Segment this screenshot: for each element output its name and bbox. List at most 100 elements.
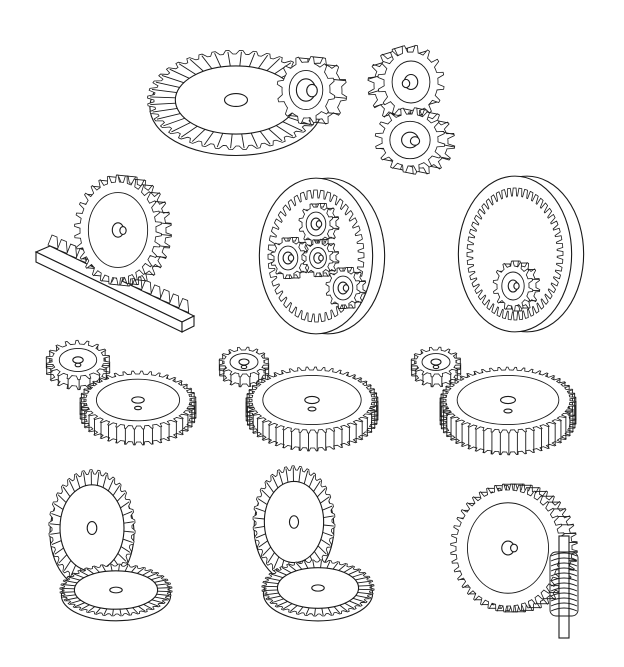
spiral-bevel-upright-tooth-line xyxy=(323,524,334,527)
planet-gear-left xyxy=(270,236,312,280)
spiral-bevel-flat-tooth-line xyxy=(281,567,292,574)
spiral-bevel-flat-tooth-line xyxy=(327,607,332,615)
straight-bevel-flat-tooth-line xyxy=(87,606,96,613)
spiral-bevel-upright xyxy=(252,465,336,583)
straight-bevel-upright-tooth-line xyxy=(102,474,107,488)
bevel-ring-gear-tooth-line xyxy=(241,133,245,149)
helical-pinion-bore xyxy=(240,364,248,370)
straight-bevel-upright-tooth-line xyxy=(116,492,126,502)
bevel-ring-gear-tooth-line xyxy=(161,74,184,84)
planet-gear-left-rim xyxy=(277,245,299,271)
straight-bevel-upright-tooth-line xyxy=(63,560,72,571)
bevel-pinion-gear-rim xyxy=(288,69,324,111)
helical-pinion-rim xyxy=(229,353,259,371)
spiral-bevel-flat-tooth-line xyxy=(263,589,278,592)
rack-pinion-gear-tooth-edge xyxy=(159,245,170,248)
straight-bevel-upright-tooth-line xyxy=(57,494,67,503)
rack-tooth xyxy=(47,234,59,250)
helical-gear-upper-tooth-edge xyxy=(368,90,379,95)
helical-gear-lower-tooth-edge xyxy=(430,165,441,169)
straight-bevel-flat-tooth-line xyxy=(154,579,167,583)
straight-bevel-upright-tooth-line xyxy=(112,485,121,496)
spur-large-gear-hub xyxy=(131,396,145,404)
bevel-ring-gear-tooth-line xyxy=(191,128,206,142)
spiral-bevel-upright-tooth-line xyxy=(255,533,266,539)
straight-bevel-upright-tooth-line xyxy=(107,479,114,492)
worm-thread xyxy=(550,592,578,597)
bevel-ring-gear-tooth-line xyxy=(151,89,177,94)
spiral-bevel-upright-tooth-line xyxy=(322,531,333,537)
straight-bevel-flat-tooth-line xyxy=(74,602,85,608)
helical-gear-lower-tooth-edge xyxy=(404,171,415,175)
straight-bevel-flat-tooth-line xyxy=(150,576,163,581)
helical-gear-upper-bore xyxy=(401,78,411,89)
worm-wheel xyxy=(450,483,578,613)
helical-gear-lower-tooth-edge xyxy=(439,156,450,160)
worm-thread xyxy=(550,597,578,602)
rack-pinion-gear-bore xyxy=(119,225,127,236)
spiral-bevel-upright-tooth-line xyxy=(254,517,265,520)
straight-bevel-flat-tooth-line xyxy=(80,604,90,610)
worm-thread xyxy=(550,572,578,577)
worm-shaft xyxy=(558,535,570,639)
worm-wheel-rim xyxy=(466,502,550,594)
spiral-bevel-flat-tooth-line xyxy=(321,608,324,616)
spiral-bevel-flat-tooth-line xyxy=(276,600,288,607)
herringbone-large-gear-hub xyxy=(500,395,516,405)
bevel-ring-gear-tooth-line xyxy=(257,54,269,69)
rack-pinion-gear-tooth-edge xyxy=(150,265,162,268)
spiral-bevel-flat-tooth-line xyxy=(264,581,279,585)
spiral-bevel-flat-tooth-line xyxy=(344,602,355,609)
spiral-bevel-upright-tooth-line xyxy=(262,546,272,557)
spiral-bevel-upright-tooth-line xyxy=(255,507,266,513)
helical-gear-lower-bore xyxy=(409,136,421,146)
spiral-bevel-upright-tooth-line xyxy=(298,468,302,483)
straight-bevel-flat-tooth-line xyxy=(69,599,82,604)
straight-bevel-upright-tooth-line xyxy=(62,486,71,497)
straight-bevel-upright-tooth-line xyxy=(123,521,134,524)
straight-bevel-flat-tooth-line xyxy=(124,565,129,572)
bevel-ring-gear-tooth-line xyxy=(171,122,191,133)
spiral-bevel-upright-tooth-line xyxy=(257,498,268,505)
bevel-ring-gear-tooth-line xyxy=(216,133,224,148)
straight-bevel-flat-tooth-line xyxy=(147,601,159,607)
bevel-ring-gear-tooth-line xyxy=(189,58,204,72)
straight-bevel-flat-tooth-line xyxy=(147,572,158,578)
spiral-bevel-upright-hub xyxy=(288,515,300,529)
straight-bevel-flat-tooth-line xyxy=(138,605,146,612)
helical-gear-lower-tooth-edge xyxy=(443,131,455,135)
straight-bevel-upright-tooth-line xyxy=(51,540,62,545)
straight-bevel-upright-tooth-line xyxy=(83,472,86,486)
herringbone-large-gear-rim xyxy=(456,374,560,426)
bevel-pinion-gear-tooth-edge xyxy=(327,112,340,115)
straight-bevel-flat-tooth-line xyxy=(154,596,167,600)
helical-gear-lower-tooth-edge xyxy=(428,111,439,115)
spiral-bevel-flat-tooth-line xyxy=(282,603,293,610)
herringbone-large-gear xyxy=(439,366,577,456)
straight-bevel-upright-tooth-line xyxy=(120,501,130,509)
spur-large-gear xyxy=(79,370,197,446)
worm-thread xyxy=(550,582,578,587)
spiral-bevel-flat-tooth-line xyxy=(267,577,281,581)
rack-pinion-gear-tooth-edge xyxy=(118,284,129,287)
straight-bevel-upright-tooth-line xyxy=(70,564,77,577)
worm-wheel-bore xyxy=(510,543,518,553)
straight-bevel-gear-pair xyxy=(48,469,173,622)
bevel-ring-gear-tooth-line xyxy=(156,113,181,120)
bevel-ring-gear-tooth-line xyxy=(201,55,213,70)
straight-bevel-flat-tooth-line xyxy=(110,564,113,571)
straight-bevel-flat-tooth-line xyxy=(118,564,120,571)
rack-pinion-gear-tooth-edge xyxy=(161,222,172,225)
bevel-pinion-gear-tooth-edge xyxy=(299,122,312,125)
straight-bevel-flat-tooth-line xyxy=(156,583,169,586)
spiral-bevel-flat-tooth-line xyxy=(289,605,298,612)
spiral-bevel-flat-tooth-line xyxy=(352,572,365,578)
spiral-bevel-flat-tooth-line xyxy=(305,607,310,615)
spiral-bevel-upright-tooth-line xyxy=(285,468,289,483)
rack-tooth xyxy=(150,284,162,300)
spiral-bevel-flat-tooth-line xyxy=(338,564,347,571)
sun-gear-rim xyxy=(309,247,327,269)
bevel-ring-gear-tooth-line xyxy=(155,81,180,88)
bevel-ring-gear-tooth-line xyxy=(274,62,292,75)
bevel-ring-gear-tooth-line xyxy=(248,52,256,67)
